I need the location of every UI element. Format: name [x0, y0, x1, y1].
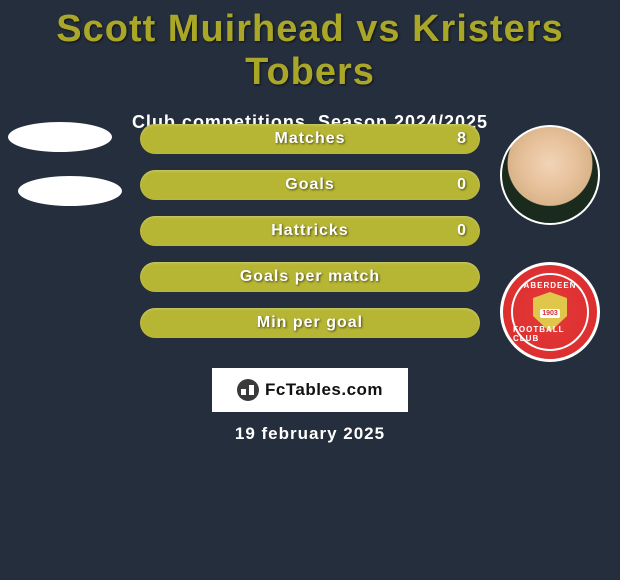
stat-label: Goals [140, 170, 480, 200]
stat-bar-goals: Goals 0 [140, 170, 480, 200]
stat-value: 8 [457, 124, 466, 154]
club-logo-bottom-text: FOOTBALL CLUB [513, 325, 587, 343]
attribution-box: FcTables.com [212, 368, 408, 412]
fctables-icon [237, 379, 259, 401]
player-head [502, 127, 598, 223]
stat-bar-min-per-goal: Min per goal [140, 308, 480, 338]
stat-label: Min per goal [140, 308, 480, 338]
club-logo-top-text: ABERDEEN [524, 281, 577, 290]
stat-bar-goals-per-match: Goals per match [140, 262, 480, 292]
player-photo-right [500, 125, 600, 225]
club-logo-right: ABERDEEN 1903 FOOTBALL CLUB [500, 262, 600, 362]
left-ellipse-2 [18, 176, 122, 206]
left-ellipse-1 [8, 122, 112, 152]
footer-date: 19 february 2025 [0, 424, 620, 444]
stat-label: Hattricks [140, 216, 480, 246]
stat-value: 0 [457, 216, 466, 246]
stat-bar-hattricks: Hattricks 0 [140, 216, 480, 246]
stat-bar-matches: Matches 8 [140, 124, 480, 154]
stat-label: Matches [140, 124, 480, 154]
stat-value: 0 [457, 170, 466, 200]
attribution-label: FcTables.com [265, 380, 383, 400]
club-logo-inner: ABERDEEN 1903 FOOTBALL CLUB [511, 273, 589, 351]
stat-label: Goals per match [140, 262, 480, 292]
club-logo-year: 1903 [540, 309, 560, 318]
page-title: Scott Muirhead vs Kristers Tobers [0, 0, 620, 94]
